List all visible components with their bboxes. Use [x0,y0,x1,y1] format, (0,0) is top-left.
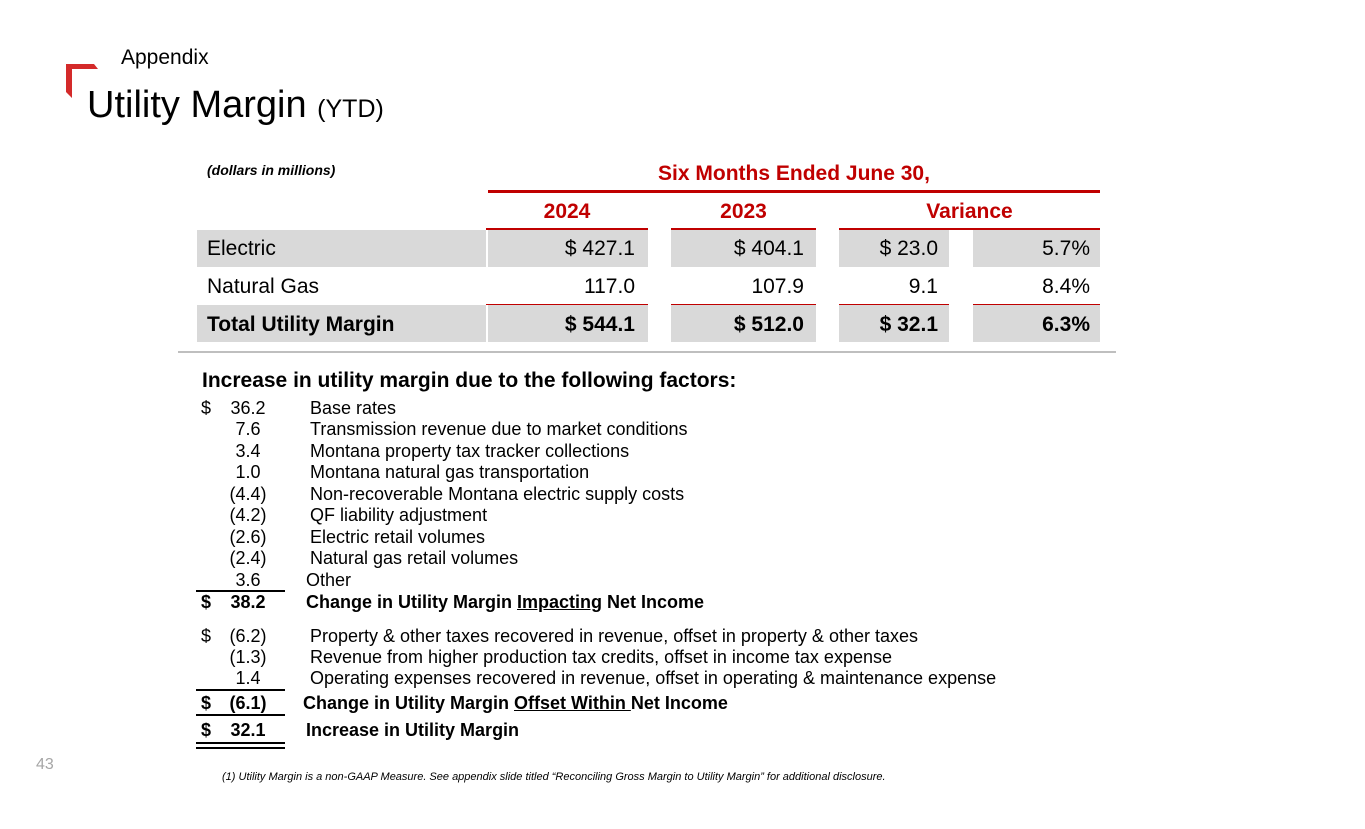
factor-amount: 1.4 [235,668,261,688]
col-variance-rule [839,228,1100,230]
factor-description: QF liability adjustment [310,505,488,525]
factor-amount: (2.6) [229,527,267,547]
factor-description: Revenue from higher production tax credi… [310,647,892,667]
factor-amount: 3.4 [235,441,261,461]
factor-description: Base rates [310,398,397,418]
subtotal-rule [196,590,285,592]
dollar-sign: $ [201,720,212,740]
total-rule [973,304,1100,305]
cell-variance-amount: $ 23.0 [879,237,938,260]
text-part: Net Income [630,693,728,713]
underlined-text: Offset Within [514,693,631,713]
cell-variance-percent: 6.3% [1042,313,1090,336]
dollar-sign: $ [201,626,212,646]
total-amount: 32.1 [230,720,266,740]
period-header: Six Months Ended June 30, [658,162,930,185]
total-rule [196,714,285,716]
cell-divider [816,305,839,342]
row-label: Total Utility Margin [207,313,395,336]
subtotal-description: Change in Utility Margin Offset Within N… [303,693,728,714]
cell-divider [486,230,488,267]
cell-variance-amount: 9.1 [908,275,938,298]
dollar-sign: $ [201,693,212,713]
title-main: Utility Margin [87,84,307,126]
factor-description: Operating expenses recovered in revenue,… [310,668,997,688]
title-suffix: (YTD) [317,95,384,123]
cell-2024: $ 427.1 [564,237,635,260]
subtotal-amount: (6.1) [229,693,267,713]
col-2024-rule [486,228,648,230]
page-title: Utility Margin (YTD) [87,84,384,127]
double-rule-top [196,742,285,744]
section-divider [178,351,1116,353]
dollar-sign: $ [201,398,212,418]
text-part: Change in Utility Margin [306,592,518,612]
cell-divider [648,305,671,342]
cell-variance-amount: $ 32.1 [879,313,938,336]
factor-amount: 36.2 [230,398,266,418]
dollar-sign: $ [201,592,212,612]
text-part: Change in Utility Margin [303,693,515,713]
factor-amount: 1.0 [235,462,261,482]
cell-divider [816,230,839,267]
page-number: 43 [36,756,54,773]
row-label: Electric [207,237,276,260]
units-note: (dollars in millions) [207,162,336,178]
factor-description: Montana property tax tracker collections [310,441,630,461]
col-2023-header: 2023 [720,200,767,223]
section-label: Appendix [121,46,209,69]
cell-divider [648,230,671,267]
cell-variance-percent: 8.4% [1042,275,1090,298]
factor-amount: (4.4) [229,484,267,504]
cell-2024: 117.0 [584,275,635,298]
corner-bracket-icon [66,64,98,98]
cell-divider [949,230,973,267]
text-part: Net Income [602,592,705,612]
factor-description: Electric retail volumes [310,527,486,547]
footnote: (1) Utility Margin is a non-GAAP Measure… [222,771,886,783]
factor-description: Montana natural gas transportation [310,462,590,482]
factor-amount: (2.4) [229,548,267,568]
cell-2023: 107.9 [751,275,804,298]
underlined-text: Impacting [517,592,603,612]
factor-description: Natural gas retail volumes [310,548,519,568]
total-description: Increase in Utility Margin [306,720,520,740]
subtotal-rule [196,689,285,691]
factor-description: Transmission revenue due to market condi… [310,419,688,439]
factor-description: Non-recoverable Montana electric supply … [310,484,685,504]
cell-divider [486,305,488,342]
factor-description: Property & other taxes recovered in reve… [310,626,918,646]
row-label: Natural Gas [207,275,320,298]
total-rule [839,304,949,305]
factor-amount: 3.6 [235,570,261,590]
col-variance-header: Variance [926,200,1013,223]
factor-amount: (6.2) [229,626,267,646]
period-underline [488,190,1100,193]
cell-variance-percent: 5.7% [1042,237,1090,260]
cell-divider [949,305,973,342]
factor-description: Other [306,570,352,590]
factors-heading: Increase in utility margin due to the fo… [202,369,737,392]
factor-amount: 7.6 [235,419,261,439]
col-2024-header: 2024 [543,200,591,223]
subtotal-amount: 38.2 [230,592,266,612]
double-rule-bottom [196,747,285,749]
cell-2023: $ 512.0 [733,313,804,336]
factor-amount: (4.2) [229,505,267,525]
cell-2023: $ 404.1 [733,237,804,260]
factor-amount: (1.3) [229,647,267,667]
total-rule [671,304,816,305]
total-rule [486,304,648,305]
cell-2024: $ 544.1 [564,313,635,336]
col-2023-rule [671,228,816,230]
subtotal-description: Change in Utility Margin Impacting Net I… [306,592,704,613]
